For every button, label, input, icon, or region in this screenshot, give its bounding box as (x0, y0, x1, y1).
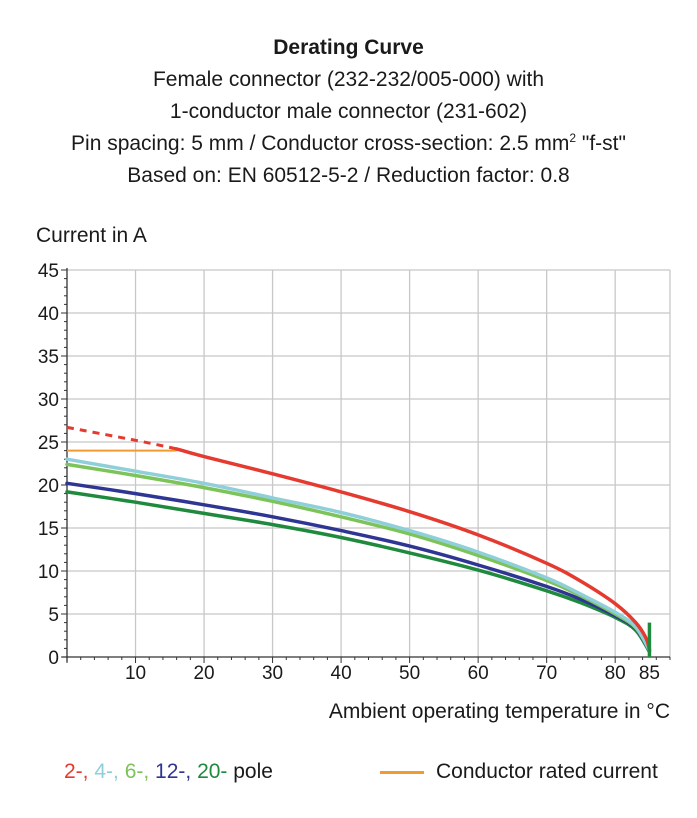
x-tick-label-70: 70 (536, 663, 557, 684)
subtitle-line-3-prefix: Pin spacing: 5 mm / Conductor cross-sect… (71, 132, 570, 155)
rated-current-label: Conductor rated current (436, 760, 658, 783)
chart-subtitle-line-3: Pin spacing: 5 mm / Conductor cross-sect… (0, 128, 697, 160)
chart-subtitle-line-4: Based on: EN 60512-5-2 / Reduction facto… (127, 164, 570, 187)
y-tick-label-35: 35 (38, 347, 59, 368)
series-line-2-pole (174, 447, 652, 652)
x-tick-label-50: 50 (399, 663, 420, 684)
x-axis-label: Ambient operating temperature in °C (329, 700, 670, 723)
legend-item-4-pole: 4-, (94, 760, 125, 783)
legend-item-2-pole: 2-, (64, 760, 95, 783)
x-tick-label-10: 10 (125, 663, 146, 684)
legend-item-6-pole: 6-, (124, 760, 156, 783)
subtitle-line-3-superscript: 2 (569, 131, 577, 145)
legend-pole-suffix: pole (227, 760, 273, 783)
series-lines (65, 425, 652, 657)
y-tick-label-15: 15 (38, 519, 59, 540)
x-tick-label-30: 30 (262, 663, 283, 684)
subtitle-line-3-suffix: "f-st" (576, 132, 626, 155)
series-line-4-pole (65, 457, 652, 652)
x-tick-label-60: 60 (468, 663, 489, 684)
x-tick-label-20: 20 (193, 663, 214, 684)
y-tick-label-0: 0 (48, 648, 59, 669)
series-line-2-pole-dashed (66, 425, 177, 451)
y-tick-label-30: 30 (38, 390, 59, 411)
series-line-12-pole (65, 481, 652, 652)
y-tick-label-25: 25 (38, 433, 59, 454)
grid-lines (67, 269, 671, 657)
chart-subtitle-line-1: Female connector (232-232/005-000) with (152, 68, 545, 91)
legend-item-12-pole: 12-, (155, 760, 198, 783)
y-axis-label: Current in A (36, 224, 147, 247)
chart-subtitle-line-2: 1-conductor male connector (231-602) (169, 100, 528, 123)
y-tick-label-10: 10 (38, 562, 59, 583)
chart-title-block: Derating Curve Female connector (232-232… (0, 32, 697, 192)
chart-title: Derating Curve (273, 36, 424, 59)
legend-item-20-pole: 20- (197, 760, 228, 783)
rated-current-swatch (380, 770, 424, 774)
y-tick-label-20: 20 (38, 476, 59, 497)
legend-rated-current: Conductor rated current (380, 760, 658, 784)
y-tick-label-40: 40 (38, 304, 59, 325)
y-tick-label-45: 45 (38, 261, 59, 282)
legend-poles: 2-, 4-, 6-, 12-, 20- pole (64, 760, 273, 784)
x-tick-label-40: 40 (331, 663, 352, 684)
x-tick-label-85: 85 (639, 663, 660, 684)
series-line-6-pole (65, 462, 652, 652)
x-tick-label-80: 80 (605, 663, 626, 684)
y-tick-label-5: 5 (48, 605, 59, 626)
tick-labels: 10 20 30 40 50 60 70 80 85 0 5 10 15 20 25 30 35 40 45 (38, 261, 660, 684)
